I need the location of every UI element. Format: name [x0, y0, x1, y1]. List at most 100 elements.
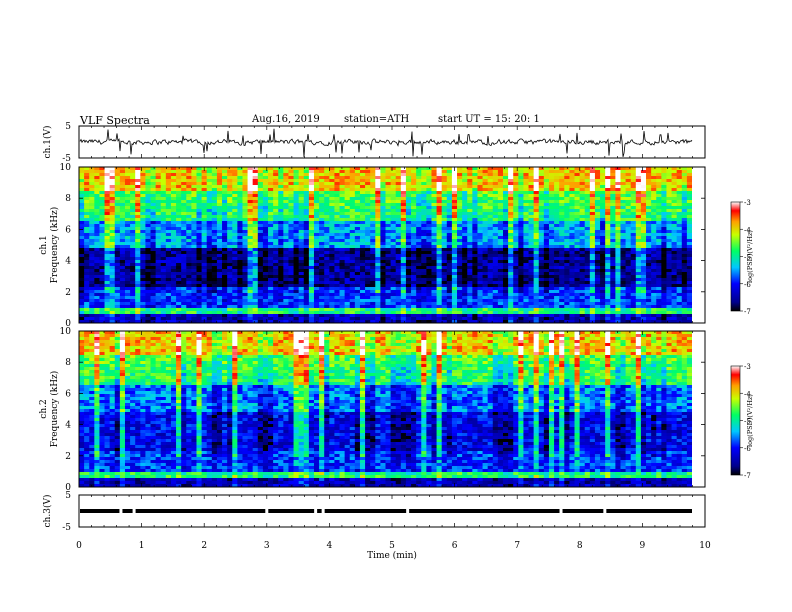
spectrogram-cell [385, 197, 392, 201]
spectrogram-cell [625, 200, 632, 204]
spectrogram-cell [370, 200, 376, 204]
spectrogram-cell [513, 182, 519, 186]
spectrogram-cell [615, 281, 621, 285]
spectrogram-cell [446, 275, 453, 279]
spectrogram-cell [508, 203, 514, 207]
spectrogram-cell [656, 206, 662, 210]
spectrogram-cell [293, 257, 300, 261]
spectrogram-cell [176, 182, 182, 186]
spectrogram-cell [543, 278, 550, 282]
spectrogram-cell [436, 167, 443, 171]
spectrogram-cell [232, 221, 238, 225]
spectrogram-cell [518, 227, 524, 231]
spectrogram-cell [257, 269, 264, 273]
spectrogram-cell [329, 233, 335, 237]
spectrogram-cell [676, 233, 683, 237]
spectrogram-cell [390, 263, 397, 267]
spectrogram-cell [446, 236, 453, 240]
spectrogram-cell [548, 215, 555, 219]
spectrogram-cell [170, 278, 177, 282]
spectrogram-cell [324, 266, 330, 270]
spectrogram-cell [354, 251, 361, 255]
spectrogram-cell [124, 188, 131, 192]
spectrogram-cell [574, 227, 581, 231]
spectrogram-cell [548, 257, 555, 261]
spectrogram-cell [615, 221, 621, 225]
spectrogram-cell [140, 224, 146, 228]
spectrogram-cell [508, 209, 514, 213]
spectrogram-cell [390, 287, 397, 291]
spectrogram-cell [201, 212, 208, 216]
spectrogram-cell [385, 269, 392, 273]
spectrogram-cell [186, 269, 192, 273]
spectrogram-cell [508, 173, 514, 177]
spectrogram-cell [646, 170, 652, 174]
spectrogram-cell [502, 170, 509, 174]
spectrogram-cell [564, 173, 570, 177]
spectrogram-cell [160, 248, 167, 252]
spectrogram-cell [380, 209, 386, 213]
spectrogram-cell [477, 206, 483, 210]
spectrogram-cell [497, 248, 504, 252]
spectrogram-cell [79, 224, 85, 228]
spectrogram-cell [104, 278, 111, 282]
spectrogram-cell [538, 278, 545, 282]
spectrogram-cell [155, 233, 162, 237]
spectrogram-cell [482, 227, 489, 231]
spectrogram-cell [242, 188, 248, 192]
spectrogram-cell [354, 233, 361, 237]
spectrogram-cell [615, 266, 621, 270]
spectrogram-cell [533, 197, 540, 201]
spectrogram-cell [114, 230, 121, 234]
spectrogram-cell [676, 230, 683, 234]
spectrogram-cell [446, 200, 453, 204]
spectrogram-cell [671, 188, 678, 192]
spectrogram-cell [681, 275, 688, 279]
spectrogram-cell [666, 221, 672, 225]
spectrogram-cell [232, 266, 238, 270]
spectrogram-cell [298, 218, 305, 222]
spectrogram-cell [676, 170, 683, 174]
spectrogram-cell [446, 167, 453, 171]
spectrogram-cell [400, 281, 407, 285]
spectrogram-cell [135, 227, 141, 231]
spectrogram-cell [268, 281, 274, 285]
spectrogram-cell [268, 251, 274, 255]
spectrogram-cell [155, 266, 162, 270]
spectrogram-cell [395, 278, 402, 282]
spectrogram-cell [262, 236, 269, 240]
spectrogram-cell [150, 254, 157, 258]
spectrogram-cell [308, 212, 315, 216]
spectrogram-cell [247, 218, 254, 222]
spectrogram-cell [686, 206, 693, 210]
spectrogram-cell [513, 188, 519, 192]
spectrogram-cell [482, 182, 489, 186]
spectrogram-cell [518, 197, 524, 201]
spectrogram-cell [630, 221, 637, 225]
spectrogram-cell [462, 284, 468, 288]
spectrogram-cell [308, 245, 315, 249]
spectrogram-cell [431, 284, 437, 288]
spectrogram-cell [405, 248, 412, 252]
spectrogram-cell [462, 182, 468, 186]
spectrogram-cell [293, 245, 300, 249]
spectrogram-cell [114, 170, 121, 174]
spectrogram-cell [441, 269, 448, 273]
spectrogram-cell [130, 209, 136, 213]
spectrogram-cell [283, 272, 289, 276]
spectrogram-cell [656, 194, 662, 198]
spectrogram-cell [313, 236, 320, 240]
spectrogram-cell [405, 170, 412, 174]
spectrogram-cell [293, 242, 300, 246]
spectrogram-cell [334, 281, 340, 285]
spectrogram-cell [181, 212, 187, 216]
spectrogram-cell [262, 185, 269, 189]
spectrogram-cell [538, 269, 545, 273]
spectrogram-cell [155, 248, 162, 252]
spectrogram-cell [411, 233, 417, 237]
spectrogram-cell [564, 170, 570, 174]
spectrogram-cell [584, 263, 591, 267]
spectrogram-cell [385, 206, 392, 210]
spectrogram-cell [247, 284, 254, 288]
spectrogram-cell [390, 251, 397, 255]
